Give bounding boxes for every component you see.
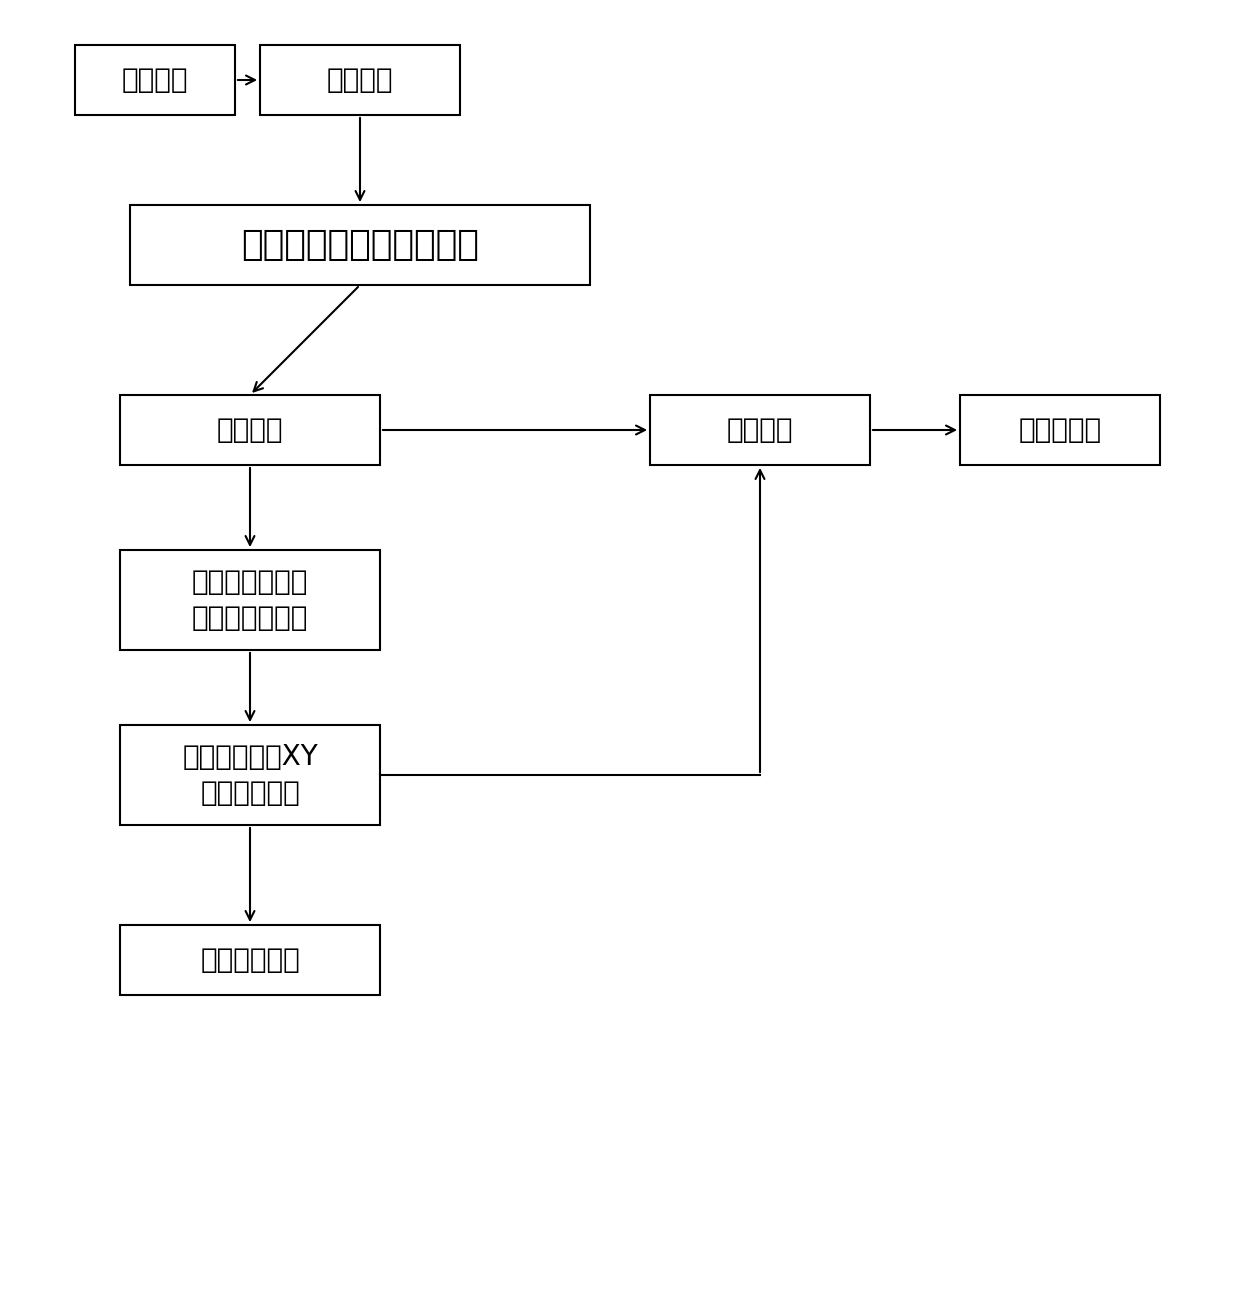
Text: 信息扫描: 信息扫描 (327, 66, 393, 94)
Bar (120, 395, 379, 464)
Bar (260, 45, 460, 115)
Bar (120, 550, 379, 650)
Text: 样品信息表: 样品信息表 (1018, 415, 1101, 444)
Text: 采样完成送检: 采样完成送检 (200, 946, 300, 974)
Bar (120, 725, 379, 826)
Bar (120, 925, 379, 995)
Bar (650, 395, 870, 464)
Text: 打血斑孔: 打血斑孔 (217, 415, 283, 444)
Text: 步进电机记录XY
相对移动数据: 步进电机记录XY 相对移动数据 (182, 743, 317, 808)
Text: 光感板定位血斑
落入的孔的位置: 光感板定位血斑 落入的孔的位置 (192, 568, 309, 632)
Bar (74, 45, 236, 115)
Text: 干血斑卡放置在样品槽上: 干血斑卡放置在样品槽上 (241, 228, 479, 262)
Bar (130, 205, 590, 285)
Text: 干血斑卡: 干血斑卡 (122, 66, 188, 94)
Bar (960, 395, 1159, 464)
Text: 信息录入: 信息录入 (727, 415, 794, 444)
